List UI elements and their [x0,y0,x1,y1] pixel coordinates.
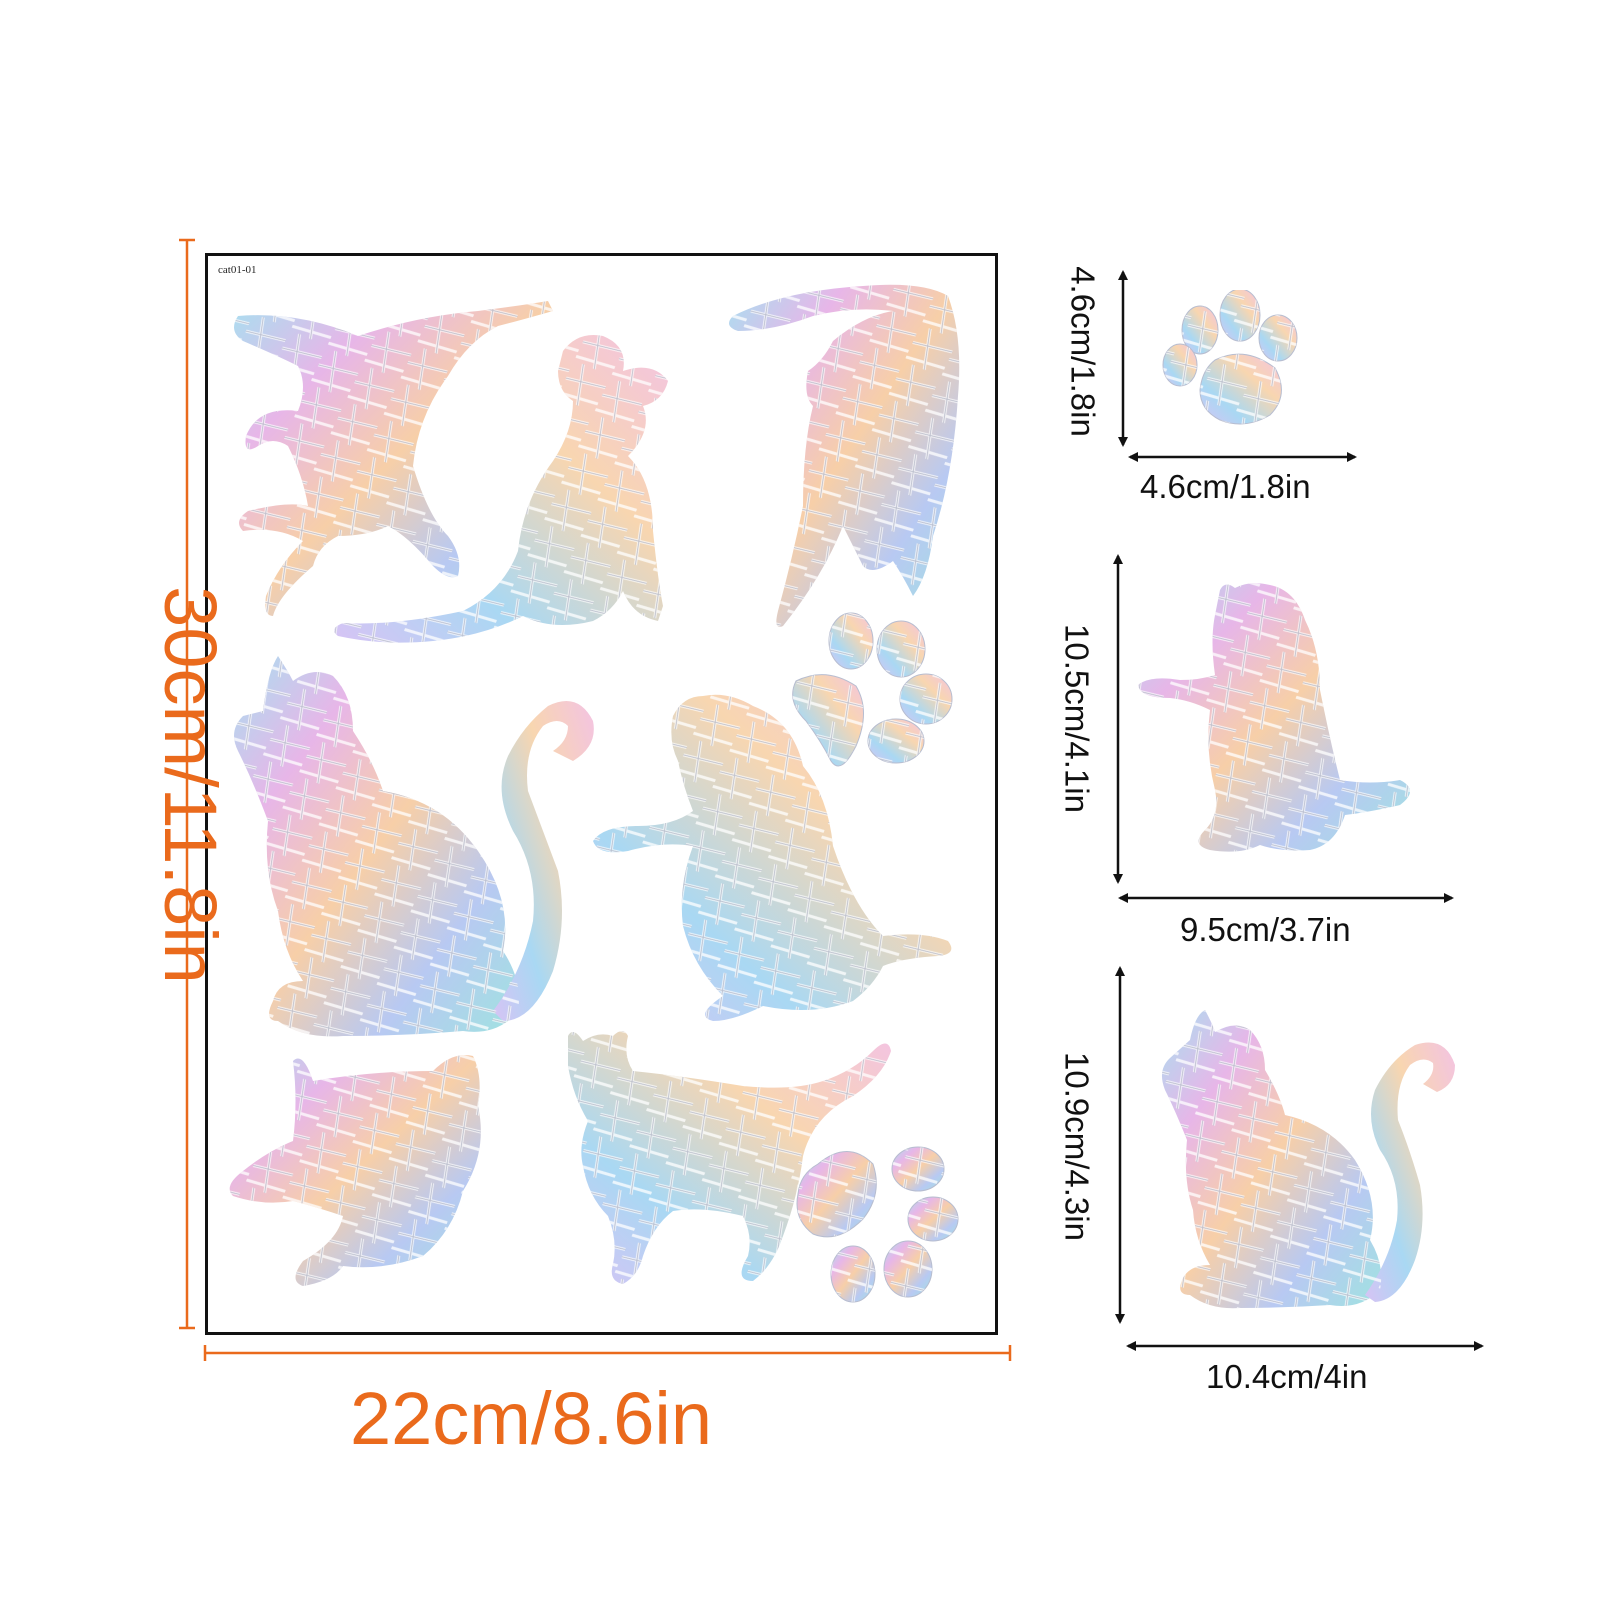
detail-standing-cat-width-label: 9.5cm/3.7in [1180,911,1351,948]
cat-walking-sticker [568,1031,891,1284]
sticker-sheet: cat01-01 [205,253,998,1335]
paw-sticker [792,612,953,767]
sheet-width-label: 22cm/8.6in [350,1377,712,1460]
sheet-code: cat01-01 [218,264,257,276]
detail-sitting-cat-height-label: 10.9cm/4.3in [1058,1052,1096,1241]
detail-sitting-cat-width-label: 10.4cm/4in [1206,1358,1368,1395]
detail-standing-cat-sticker [1138,583,1410,852]
cat-stretching-sticker [234,301,553,616]
detail-sitting-cat-sticker [1161,1010,1455,1309]
detail-paw-height-label: 4.6cm/1.8in [1064,266,1102,437]
paw-sticker-2 [796,1146,959,1303]
detail-standing-cat-height-label: 10.5cm/4.1in [1058,624,1096,813]
cat-crouching-sticker [229,1055,481,1286]
detail-paw-width-label: 4.6cm/1.8in [1140,468,1311,505]
cat-sitting-curltail-sticker [234,656,594,1037]
cat-pawing-sticker [593,694,952,1021]
cat-hanging-sticker [729,284,960,627]
cat-reaching-sticker [334,335,668,643]
sheet-height-label: 30cm/11.8in [149,586,232,984]
detail-paw-sticker [1162,290,1298,425]
